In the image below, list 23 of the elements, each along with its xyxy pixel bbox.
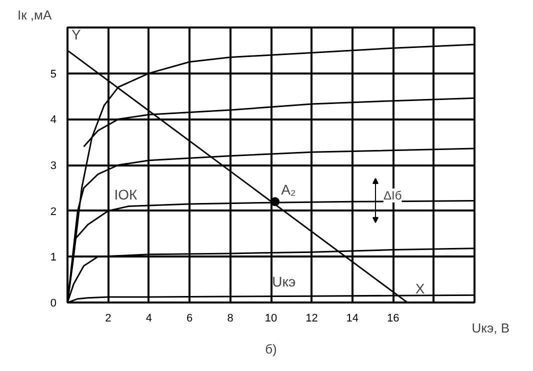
text: б) [265,342,277,356]
y-tick-label: 2 [50,206,57,218]
annotation: A₂ [281,182,296,198]
x-tick-label: 14 [346,312,359,324]
x-tick-label: 16 [386,312,400,324]
y-tick-label: 1 [50,252,57,264]
annotation: Y [72,26,82,42]
x-axis-title: Uкэ, В [472,320,510,336]
y-tick-label: 5 [50,68,57,80]
annotation: X [415,280,426,296]
annotation: IОК [114,186,138,202]
x-tick-label: 10 [264,312,278,324]
x-tick-label: 12 [306,312,318,324]
x-tick-label: 4 [146,312,152,324]
annotation: Uкэ [272,274,296,290]
x-tick-label: 2 [105,312,112,324]
x-tick-label: 6 [186,312,193,324]
y-axis-title: Iк ,мА [18,8,52,22]
y-tick-label: 0 [50,298,57,310]
y-tick-label: 3 [50,160,57,172]
y-tick-label: 4 [50,114,57,126]
x-tick-label: 8 [227,312,234,324]
annotation: ΔIб [384,188,402,202]
